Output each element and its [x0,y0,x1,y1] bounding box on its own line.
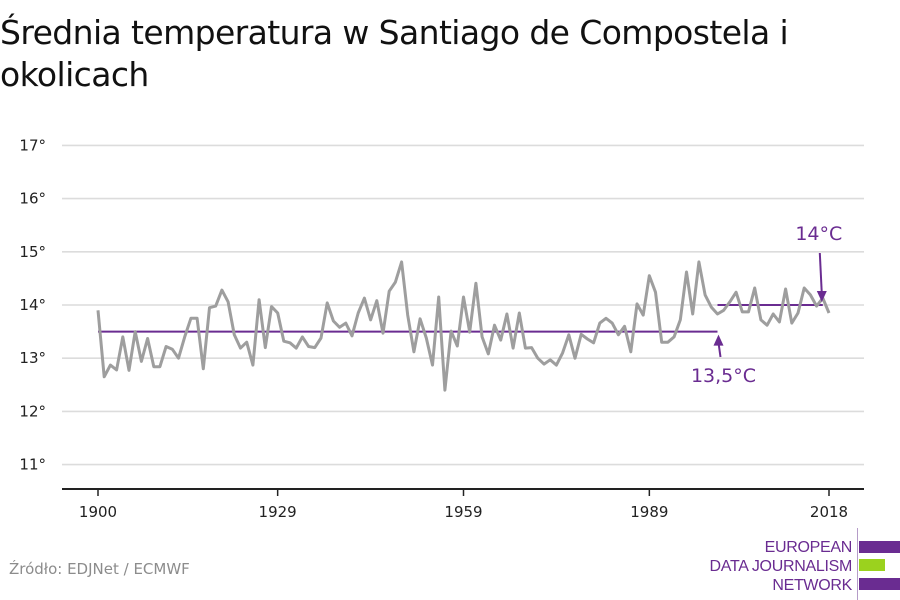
x-tick-label: 1929 [259,503,297,521]
y-tick-label: 13° [19,349,46,367]
arrow-14 [816,252,827,302]
annotations: 13,5°C 14°C [691,223,842,387]
annotation-label-13-5: 13,5°C [691,365,756,387]
y-tick-label: 17° [19,136,46,154]
source-note: Źródło: EDJNet / ECMWF [9,560,190,578]
arrow-13-5 [713,334,724,358]
annotation-label-14: 14°C [795,223,842,245]
arrow-head [816,291,827,302]
logo-bar-bottom [859,578,900,590]
y-tick-label: 14° [19,296,46,314]
y-tick-label: 16° [19,190,46,208]
y-tick-label: 12° [19,402,46,420]
arrow-shaft [818,252,823,295]
y-tick-label: 11° [19,456,46,474]
logo-bar-top [859,541,900,553]
arrow-head [713,334,724,346]
x-axis-ticks: 1900 1929 1959 1989 2018 [79,489,848,521]
logo-line-1: EUROPEAN [764,539,853,556]
chart-title: Średnia temperatura w Santiago de Compos… [0,13,789,94]
x-tick-label: 1900 [79,503,117,521]
logo-bar-middle [859,559,885,571]
logo-line-2: DATA JOURNALISM [709,558,853,575]
x-tick-label: 2018 [810,503,848,521]
logo-line-3: NETWORK [772,577,852,594]
y-axis-tick-labels: 11° 12° 13° 14° 15° 16° 17° [19,136,46,473]
edjnet-logo: EUROPEAN DATA JOURNALISM NETWORK [700,528,900,600]
reference-lines [98,304,823,333]
logo-divider [857,528,858,600]
temperature-series-line [96,260,831,392]
y-tick-label: 15° [19,243,46,261]
x-tick-label: 1959 [444,503,482,521]
x-tick-label: 1989 [630,503,668,521]
